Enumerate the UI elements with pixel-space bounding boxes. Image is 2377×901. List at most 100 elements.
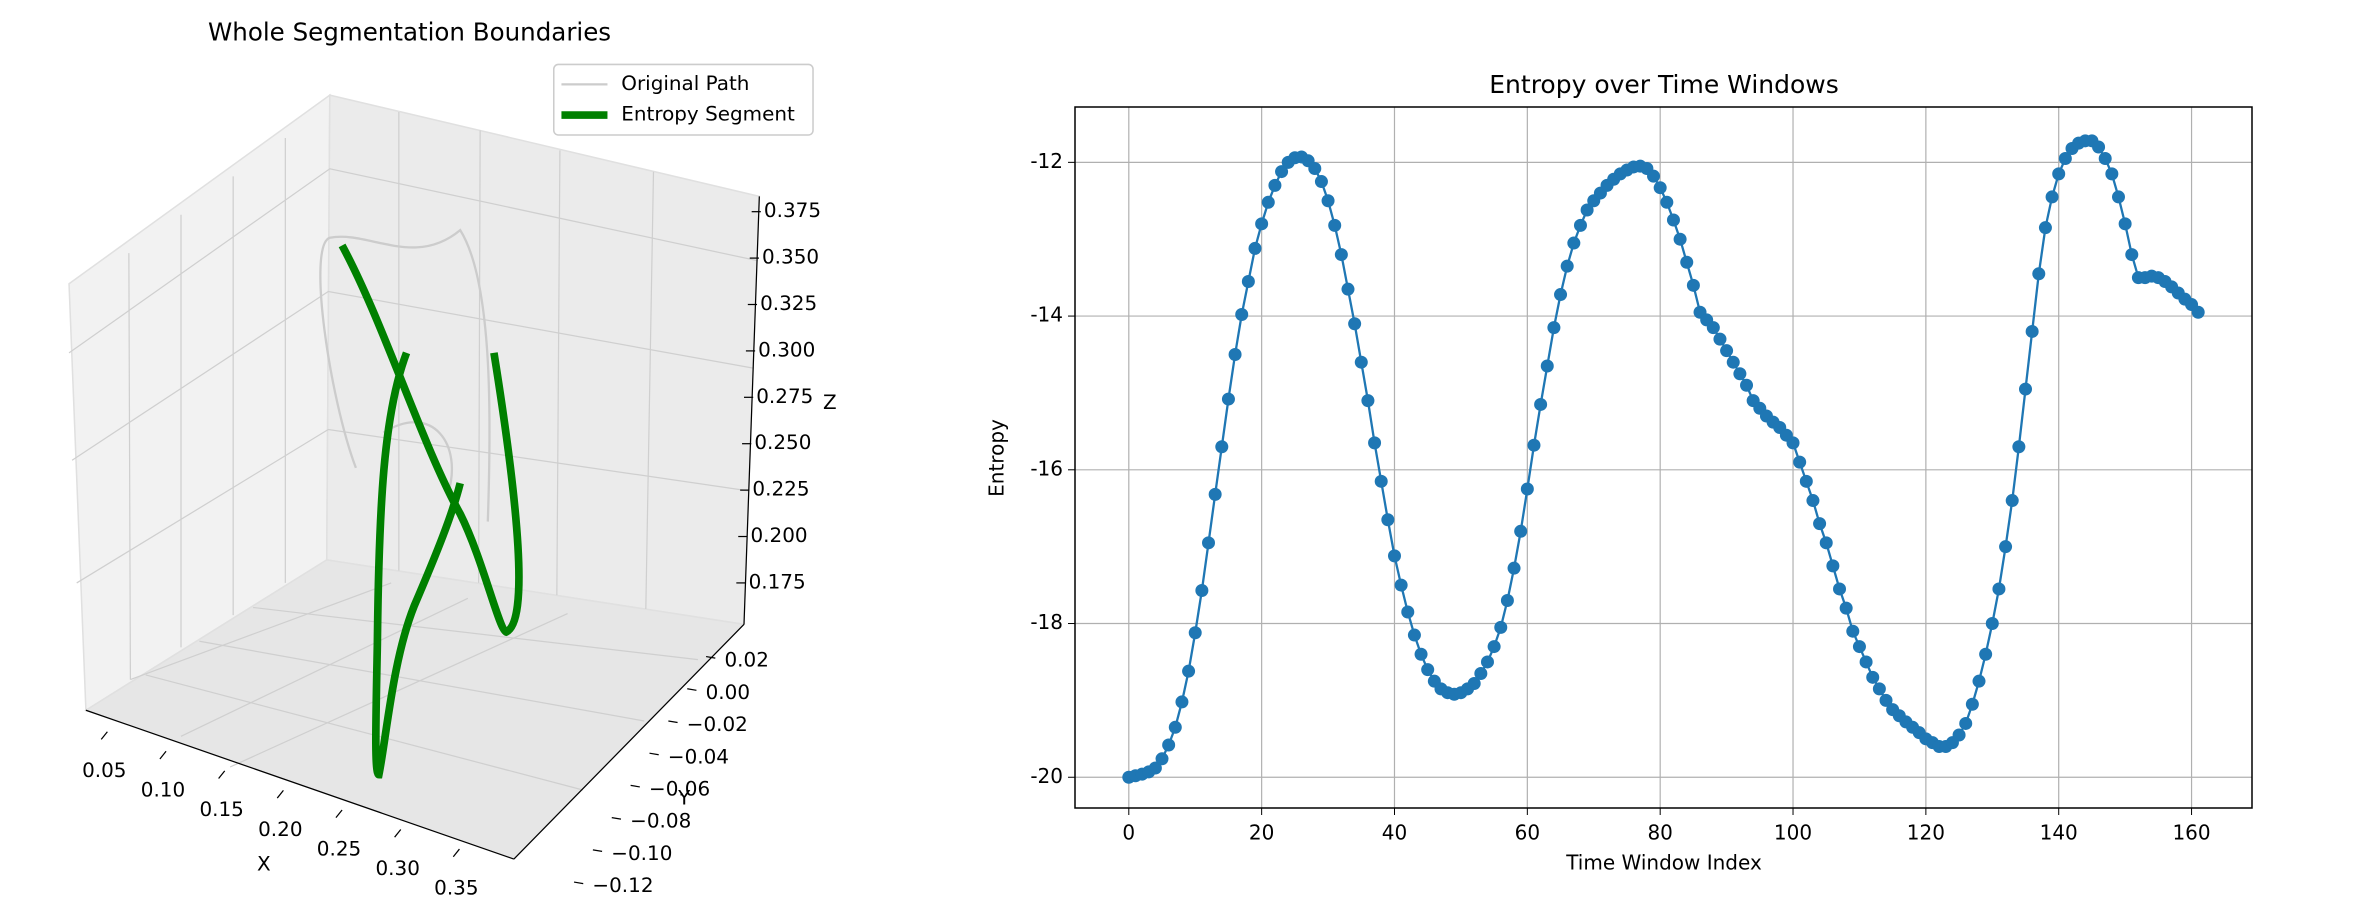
data-point <box>1354 355 1368 369</box>
z-tick-label: 0.375 <box>764 198 821 222</box>
data-point <box>1520 482 1534 496</box>
y-tick-label: −0.02 <box>687 712 748 736</box>
data-point <box>1660 195 1674 209</box>
y-tick-label: -16 <box>1030 456 1063 480</box>
chart-title: Entropy over Time Windows <box>1489 70 1839 99</box>
data-point <box>1726 355 1740 369</box>
data-point <box>1162 738 1176 752</box>
data-point <box>1148 761 1162 775</box>
data-point <box>2005 494 2019 508</box>
z-axis-label: Z <box>823 390 837 414</box>
data-point <box>1507 561 1521 575</box>
data-point <box>1959 716 1973 730</box>
legend-label: Entropy Segment <box>621 102 795 126</box>
data-point <box>1414 647 1428 661</box>
data-point <box>1740 378 1754 392</box>
z-tick-label: 0.250 <box>754 430 811 454</box>
data-point <box>1480 655 1494 669</box>
entropy-segment <box>338 243 523 779</box>
data-point <box>2012 440 2026 454</box>
data-point <box>1341 282 1355 296</box>
data-point <box>1813 517 1827 531</box>
y-tick-label: −0.08 <box>630 809 691 833</box>
x-tick-label: 80 <box>1647 821 1672 845</box>
data-point <box>1793 455 1807 469</box>
data-point <box>1534 397 1548 411</box>
data-point <box>1381 513 1395 527</box>
data-point <box>1833 582 1847 596</box>
data-point <box>1348 317 1362 331</box>
y-axis-label: Y <box>677 786 691 810</box>
data-point <box>1713 332 1727 346</box>
x-tick-label: 0.35 <box>434 875 478 899</box>
data-point <box>1155 752 1169 766</box>
data-point <box>2025 324 2039 338</box>
data-point <box>1494 620 1508 634</box>
x-tick <box>218 770 226 779</box>
data-point <box>2092 140 2106 154</box>
data-point <box>1487 640 1501 654</box>
data-point <box>1673 232 1687 246</box>
legend-label: Original Path <box>621 71 749 95</box>
x-tick-label: 0.30 <box>375 856 419 880</box>
x-tick <box>100 731 108 740</box>
data-point <box>2125 248 2139 262</box>
data-point <box>1819 536 1833 550</box>
x-tick-label: 0.05 <box>82 758 126 782</box>
y-tick-label: −0.06 <box>649 777 710 801</box>
data-point <box>1866 670 1880 684</box>
y-tick-label: 0.02 <box>725 648 769 672</box>
data-point <box>1580 203 1594 217</box>
data-point <box>1401 605 1415 619</box>
data-point <box>2038 221 2052 235</box>
data-point <box>1228 348 1242 362</box>
data-point <box>1686 278 1700 292</box>
legend <box>553 63 814 136</box>
panel-3d: Whole Segmentation Boundaries X Y Z 0.05… <box>68 18 837 899</box>
z-tick-label: 0.350 <box>762 245 819 269</box>
data-point <box>1407 628 1421 642</box>
x-tick-label: 120 <box>1907 821 1945 845</box>
plot-frame <box>1074 106 2253 809</box>
data-point <box>1839 601 1853 615</box>
data-point <box>1567 236 1581 250</box>
x-tick-label: 160 <box>2172 821 2210 845</box>
data-point <box>1202 536 1216 550</box>
x-tick-label: 0.15 <box>199 797 243 821</box>
pane-grid <box>68 111 758 791</box>
data-point <box>1474 666 1488 680</box>
y-tick-label: 0.00 <box>706 680 750 704</box>
data-point <box>1560 259 1574 273</box>
data-point <box>1985 617 1999 631</box>
data-point <box>1733 367 1747 381</box>
data-point <box>2052 167 2066 181</box>
x-tick-label: 0.10 <box>141 778 185 802</box>
data-point <box>1361 394 1375 408</box>
data-point <box>1394 578 1408 592</box>
data-point <box>1680 255 1694 269</box>
x-tick-label: 100 <box>1774 821 1812 845</box>
data-point <box>1175 695 1189 709</box>
y-tick <box>592 849 603 852</box>
data-point <box>1308 161 1322 175</box>
data-point <box>1846 624 1860 638</box>
data-point <box>1421 663 1435 677</box>
y-tick-label: −0.12 <box>592 873 653 897</box>
data-point <box>1168 720 1182 734</box>
data-point <box>1647 169 1661 183</box>
data-point <box>1965 697 1979 711</box>
y-axis-label: Entropy <box>985 419 1009 497</box>
data-point <box>1992 582 2006 596</box>
x-tick-label: 0.25 <box>317 836 361 860</box>
data-point <box>1554 288 1568 302</box>
data-point <box>2045 190 2059 204</box>
data-point <box>2191 305 2205 319</box>
x-tick <box>335 809 343 819</box>
z-tick-label: 0.275 <box>756 384 813 408</box>
data-point <box>1952 728 1966 742</box>
y-tick-label: −0.04 <box>668 744 729 768</box>
data-point <box>1368 436 1382 450</box>
data-point <box>1195 583 1209 597</box>
x-tick-label: 60 <box>1515 821 1540 845</box>
data-point <box>1573 218 1587 232</box>
